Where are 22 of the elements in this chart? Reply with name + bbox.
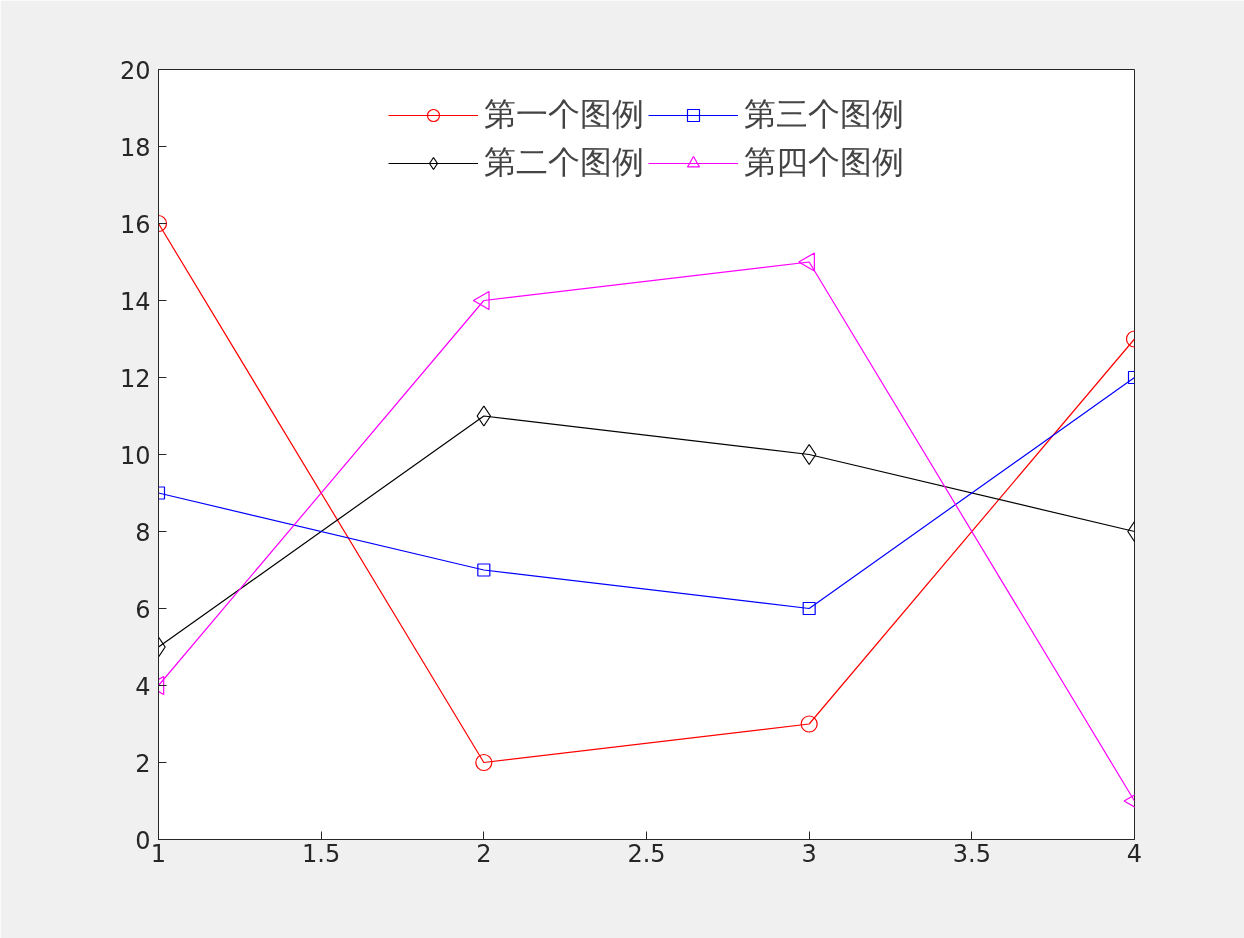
y-tick-label: 18 (119, 133, 151, 162)
legend-label: 第四个图例 (744, 142, 904, 183)
x-tick-label: 1.5 (302, 839, 341, 868)
legend-label: 第三个图例 (744, 94, 904, 135)
legend-label: 第一个图例 (484, 94, 644, 135)
x-tick-label: 2 (476, 839, 492, 868)
y-tick-label: 0 (135, 826, 151, 855)
y-tick-label: 6 (135, 595, 151, 624)
x-tick-label: 2.5 (627, 839, 666, 868)
y-tick-label: 16 (119, 210, 151, 239)
x-tick-label: 3.5 (952, 839, 991, 868)
y-tick-label: 20 (119, 56, 151, 85)
y-tick-label: 4 (135, 672, 151, 701)
y-tick-label: 8 (135, 518, 151, 547)
x-tick-label: 4 (1126, 839, 1143, 868)
y-tick-label: 14 (119, 287, 151, 316)
y-tick-label: 2 (135, 749, 151, 778)
legend-label: 第二个图例 (484, 142, 644, 183)
x-tick-label: 3 (801, 839, 817, 868)
y-tick-label: 12 (119, 364, 151, 393)
y-tick-label: 10 (119, 441, 151, 470)
x-tick-label: 1 (150, 839, 167, 868)
